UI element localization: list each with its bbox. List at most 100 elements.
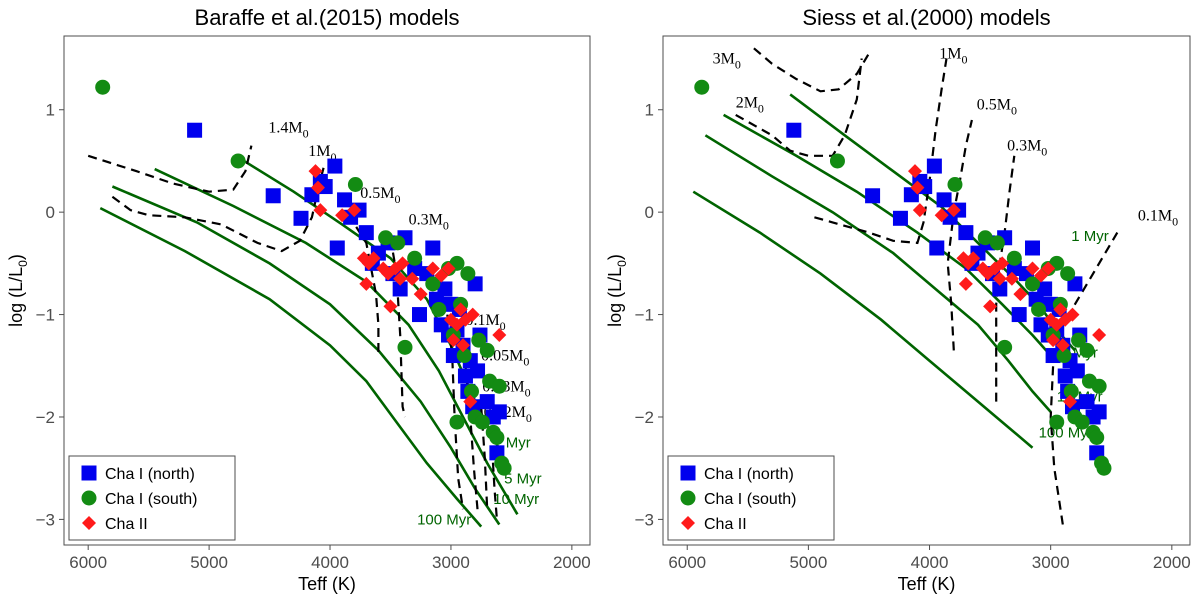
cha-north-point bbox=[293, 210, 309, 226]
x-tick-label: 3000 bbox=[432, 553, 470, 572]
cha-ii-point bbox=[425, 261, 440, 276]
x-tick-label: 3000 bbox=[1032, 553, 1070, 572]
isochrone-line bbox=[704, 134, 1052, 413]
y-axis-label: log (L/L0) bbox=[6, 254, 30, 327]
cha-ii-point bbox=[335, 208, 350, 223]
panel-siess: Siess et al.(2000) models 6000 5000 4000 300… bbox=[605, 5, 1191, 594]
y-axis-label-sub: 0 bbox=[16, 260, 30, 267]
cha-ii-point bbox=[313, 203, 328, 218]
mass-track-label: 0.3M0 bbox=[409, 211, 449, 232]
cha-ii-point bbox=[308, 164, 323, 179]
cha-ii-point bbox=[1046, 333, 1061, 348]
cha-south-point bbox=[460, 266, 476, 282]
mass-track-label: 3M0 bbox=[713, 51, 741, 72]
cha-ii-point bbox=[405, 271, 420, 286]
cha-south-point bbox=[489, 429, 505, 445]
cha-north-point bbox=[329, 240, 345, 256]
cha-ii-point bbox=[1041, 261, 1056, 276]
cha-south-point bbox=[1089, 429, 1105, 445]
cha-south-point bbox=[479, 342, 495, 358]
x-tick-label: 5000 bbox=[190, 553, 228, 572]
cha-ii-point bbox=[492, 328, 507, 343]
legend-label: Cha II bbox=[105, 516, 148, 533]
x-tick-label: 6000 bbox=[668, 553, 706, 572]
cha-south-point bbox=[496, 460, 512, 476]
cha-ii-point bbox=[1033, 268, 1048, 283]
mass-track-label-sub: 0 bbox=[303, 126, 309, 140]
cha-north-point bbox=[412, 307, 428, 323]
cha-ii-point bbox=[966, 251, 981, 266]
mass-track-label: 1M0 bbox=[308, 143, 336, 164]
cha-north-point bbox=[1069, 363, 1085, 379]
cha-ii-point bbox=[359, 276, 374, 291]
cha-ii-point bbox=[983, 299, 998, 314]
cha-south-point bbox=[1096, 460, 1112, 476]
mass-track-label-sub: 0 bbox=[1011, 104, 1017, 118]
cha-ii-point bbox=[434, 268, 449, 283]
y-axis-label-end: ) bbox=[6, 254, 26, 260]
y-tick-label: −2 bbox=[635, 408, 654, 427]
cha-south-point bbox=[1031, 301, 1047, 317]
cha-north-point bbox=[958, 225, 974, 241]
cha-south-point bbox=[1006, 250, 1022, 266]
mass-track-label-sub: 0 bbox=[961, 53, 967, 67]
cha-south-point bbox=[230, 153, 246, 169]
mass-track-label-main: 0.5M bbox=[360, 185, 394, 202]
cha-north-point bbox=[425, 240, 441, 256]
cha-south-point bbox=[407, 250, 423, 266]
legend-box bbox=[68, 455, 236, 541]
cha-south-point bbox=[694, 79, 710, 95]
cha-ii-point bbox=[393, 271, 408, 286]
mass-track-label-sub: 0 bbox=[394, 192, 400, 206]
cha-ii-point bbox=[992, 271, 1007, 286]
mass-track-label-main: 0.1M bbox=[1138, 207, 1172, 224]
mass-track-label-sub: 0 bbox=[330, 150, 336, 164]
y-tick-label: 1 bbox=[645, 101, 654, 120]
cha-ii-point bbox=[453, 302, 468, 317]
legend-diamond-icon bbox=[681, 516, 695, 530]
y-tick-label: −1 bbox=[635, 306, 654, 325]
x-tick-label: 5000 bbox=[789, 553, 827, 572]
isochrone-line bbox=[692, 190, 1034, 449]
mass-track-label-main: 3M bbox=[713, 51, 735, 68]
cha-north-point bbox=[1037, 281, 1053, 297]
x-tick-label: 2000 bbox=[1153, 553, 1191, 572]
cha-south-point bbox=[989, 235, 1005, 251]
cha-ii-point bbox=[1013, 287, 1028, 302]
cha-ii-point bbox=[1065, 307, 1080, 322]
cha-south-point bbox=[1060, 266, 1076, 282]
cha-north-point bbox=[358, 225, 374, 241]
cha-ii-point bbox=[958, 276, 973, 291]
legend: Cha I (north) Cha I (south) Cha II bbox=[68, 455, 236, 541]
cha-ii-point bbox=[907, 164, 922, 179]
mass-track-label-sub: 0 bbox=[1172, 214, 1178, 228]
cha-ii-point bbox=[463, 394, 478, 409]
cha-north-point bbox=[392, 281, 408, 297]
mass-track-line bbox=[464, 365, 479, 510]
mass-track-line bbox=[814, 58, 948, 245]
y-axis-label-sub: 0 bbox=[615, 260, 629, 267]
cha-ii-point bbox=[446, 333, 461, 348]
y-axis-label: log (L/L0) bbox=[605, 254, 629, 327]
cha-south-point bbox=[425, 276, 441, 292]
cha-north-point bbox=[265, 188, 281, 204]
mass-track-label-sub: 0 bbox=[500, 319, 506, 333]
y-tick-label: 0 bbox=[46, 203, 55, 222]
cha-north-point bbox=[327, 158, 343, 174]
cha-south-point bbox=[378, 230, 394, 246]
cha-south-point bbox=[474, 414, 490, 430]
legend-label: Cha I (south) bbox=[105, 491, 197, 508]
cha-south-point bbox=[997, 339, 1013, 355]
cha-ii-point bbox=[347, 203, 362, 218]
cha-ii-point bbox=[1055, 338, 1070, 353]
cha-north-point bbox=[1011, 307, 1027, 323]
cha-north-point bbox=[786, 122, 802, 138]
mass-track-label: 0.5M0 bbox=[977, 97, 1017, 118]
cha-north-point bbox=[491, 404, 507, 420]
cha-south-point bbox=[431, 301, 447, 317]
y-tick-label: 1 bbox=[46, 101, 55, 120]
x-axis-label: Teff (K) bbox=[298, 574, 356, 594]
cha-ii-point bbox=[1004, 271, 1019, 286]
y-axis-label-main: log (L/L bbox=[6, 267, 26, 327]
legend: Cha I (north) Cha I (south) Cha II bbox=[667, 455, 835, 541]
